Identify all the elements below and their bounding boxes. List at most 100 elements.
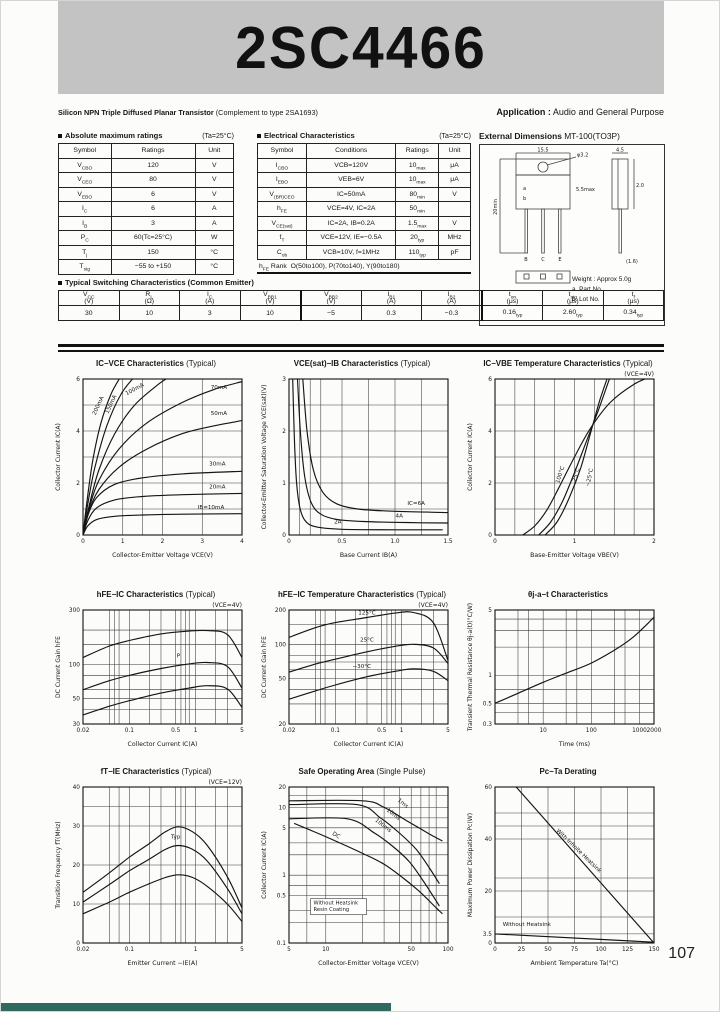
table-cell: μA <box>438 172 471 188</box>
column-header: Ratings <box>110 143 196 159</box>
x-axis-label: Collector-Emitter Voltage VCE(V) <box>112 552 213 559</box>
x-tick-label: 0.5 <box>337 539 347 545</box>
x-tick-label: 100 <box>586 728 597 734</box>
y-tick-label: 4 <box>76 429 80 435</box>
column-header: Unit <box>438 143 471 159</box>
switching-characteristics-title: Typical Switching Characteristics (Commo… <box>58 278 664 287</box>
table-cell: 110typ <box>395 244 440 260</box>
chart-hfe-ic-temperature: hFE−IC Temperature Characteristics (Typi… <box>259 586 465 763</box>
table-cell: 0.3 <box>360 305 422 321</box>
data-curve <box>495 933 654 943</box>
table-cell: IC <box>58 201 112 217</box>
y-axis-label: Collector-Emitter Saturation Voltage VCE… <box>261 385 268 530</box>
x-tick-label: 150 <box>648 947 659 953</box>
table-row: VCE(sat) IC=2A, IB=0.2A 1.5max V <box>257 215 471 231</box>
table-cell: 150 <box>110 244 196 260</box>
table-cell: °C <box>194 244 234 260</box>
table-cell: VEB=6V <box>305 172 397 188</box>
application-line: Application : Audio and General Purpose <box>496 107 664 117</box>
x-tick-label: 50 <box>408 947 416 953</box>
x-tick-label: 10 <box>322 947 330 953</box>
column-header: IB2 (A) <box>421 289 483 307</box>
curve-label: 2A <box>334 520 342 526</box>
x-tick-label: 0.1 <box>125 728 135 734</box>
column-header: tstg (μs) <box>542 289 604 307</box>
table-row: Tj 150 °C <box>58 244 234 260</box>
data-curve <box>289 799 443 842</box>
data-curve <box>293 822 443 915</box>
data-curve <box>83 379 134 535</box>
device-description: Silicon NPN Triple Diffused Planar Trans… <box>58 108 318 117</box>
curve-label: Without Heatsink <box>503 922 552 928</box>
data-curve <box>83 379 168 535</box>
table-row: Cob VCB=10V, f=1MHz 110typ pF <box>257 244 471 260</box>
part-no-note: a. Part No. <box>572 285 603 293</box>
y-tick-label: 10 <box>279 805 287 811</box>
x-tick-label: 0.5 <box>377 728 387 734</box>
table-cell: −0.3 <box>421 305 483 321</box>
curve-label: 20mA <box>209 485 226 491</box>
chart-title: hFE−IC Temperature Characteristics (Typi… <box>277 590 447 599</box>
curve-label: Typ <box>170 834 181 840</box>
y-tick-label: 40 <box>485 837 493 843</box>
y-axis-label: Collector Current IC(A) <box>261 831 268 899</box>
application-label: Application : <box>496 107 551 117</box>
absolute-maximum-ratings-table: Symbol Ratings Unit VCBO 120 V VCEO 80 V VEBO 6 V IC… <box>58 143 234 275</box>
hfe-rank-values: O(50to100), P(70to140), Y(90to180) <box>290 263 400 270</box>
table-cell: V <box>194 186 234 202</box>
table-cell: IC=50mA <box>305 186 397 202</box>
column-header: Symbol <box>58 143 112 159</box>
table-cell: VCB=10V, f=1MHz <box>305 244 397 260</box>
chart-title: VCE(sat)−IB Characteristics (Typical) <box>293 359 431 368</box>
table-row: VCBO 120 V <box>58 157 234 173</box>
table-cell: IC=2A, IB=0.2A <box>305 215 397 231</box>
chart-title: IC−VCE Characteristics (Typical) <box>96 359 216 368</box>
x-tick-label: 2 <box>652 539 656 545</box>
data-curve <box>302 379 448 514</box>
table-cell: 80min <box>395 186 440 202</box>
x-tick-label: 1 <box>121 539 125 545</box>
table-cell: μA <box>438 157 471 173</box>
y-tick-label: 0.5 <box>277 894 287 900</box>
curve-label: 10ms <box>385 808 401 822</box>
y-axis-label: DC Current Gain hFE <box>261 636 268 698</box>
chart-condition-note: (VCE=4V) <box>212 602 242 609</box>
table-cell: 80 <box>110 172 196 188</box>
column-header: Unit <box>194 143 234 159</box>
x-tick-label: 3 <box>200 539 204 545</box>
table-cell: Tj <box>58 244 112 260</box>
y-tick-label: 0 <box>76 533 80 539</box>
y-tick-label: 60 <box>485 785 493 791</box>
table-cell: ICBO <box>257 157 307 173</box>
device-description-main: Silicon NPN Triple Diffused Planar Trans… <box>58 108 214 117</box>
y-tick-label: 100 <box>69 662 80 668</box>
curve-label: 30mA <box>209 461 226 467</box>
data-curve <box>83 629 242 659</box>
package-weight: Weight : Approx 5.0g <box>572 276 632 283</box>
x-tick-label: 5 <box>446 728 450 734</box>
hfe-rank-label: hFE Rank <box>259 263 287 273</box>
y-tick-label: 0 <box>488 941 492 947</box>
y-axis-label: Transient Thermal Resistance θj-a(t)(°C/… <box>467 603 474 732</box>
pin-label-base: B <box>524 257 528 263</box>
table-cell: 6 <box>110 186 196 202</box>
y-tick-label: 20 <box>485 889 493 895</box>
chart-note-line: Resin Coating <box>314 907 350 913</box>
table-cell: 3 <box>179 305 241 321</box>
data-curve <box>544 379 608 535</box>
pin-label-emitter: E <box>558 257 561 263</box>
table-cell: 6 <box>110 201 196 217</box>
data-curve <box>538 379 610 535</box>
data-curve <box>83 381 242 535</box>
x-axis-label: Ambient Temperature Ta(°C) <box>531 959 619 967</box>
table-cell: A <box>194 201 234 217</box>
x-tick-label: 0.02 <box>283 728 296 734</box>
table-cell: hFE <box>257 201 307 217</box>
y-tick-label: 1 <box>282 481 286 487</box>
data-curve <box>296 379 448 524</box>
table-cell: W <box>194 230 234 246</box>
chart-title: θj-a−t Characteristics <box>528 590 608 599</box>
